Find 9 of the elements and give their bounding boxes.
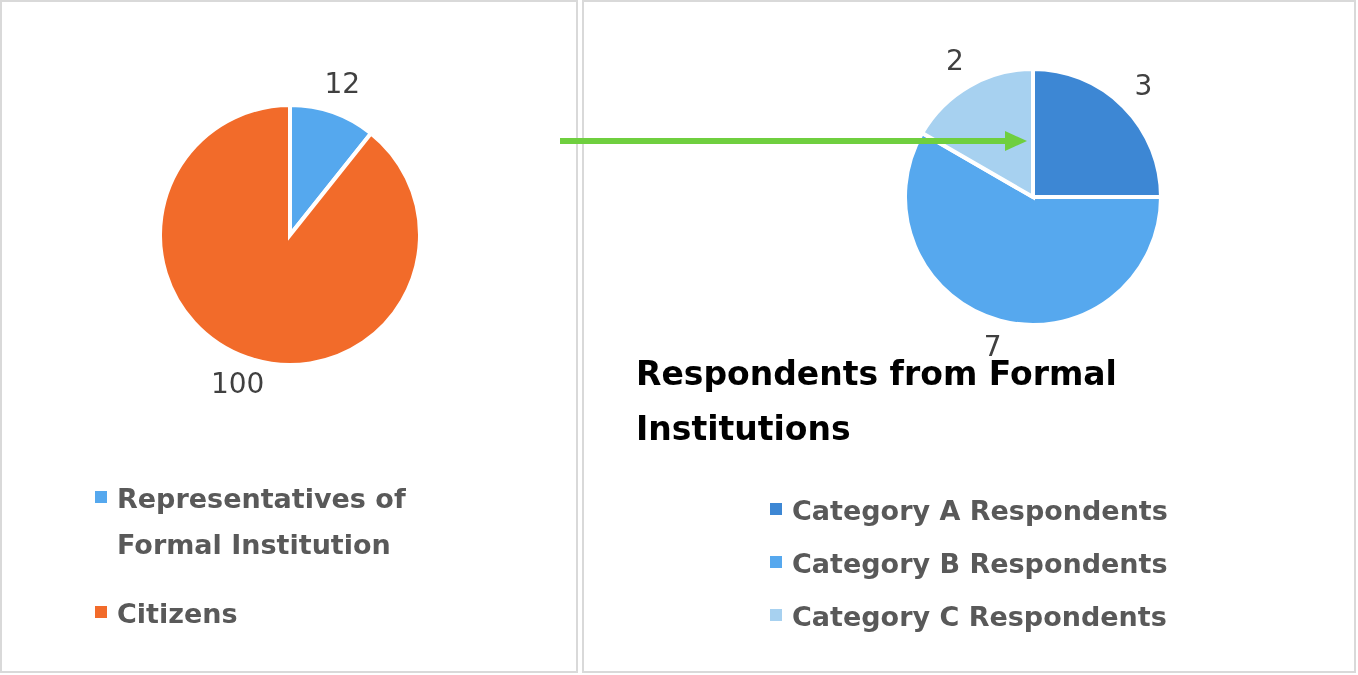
data-label: 100 <box>210 366 265 400</box>
legend-label: Category A Respondents <box>792 494 1168 526</box>
data-label: 3 <box>1134 68 1153 102</box>
data-label: 12 <box>324 67 361 101</box>
legend-label: Category B Respondents <box>792 547 1168 579</box>
legend-label: Representatives of Formal Institution <box>117 482 406 560</box>
data-label: 2 <box>946 43 964 77</box>
legend-label: Citizens <box>117 597 238 629</box>
legend-label: Category C Respondents <box>792 600 1167 632</box>
